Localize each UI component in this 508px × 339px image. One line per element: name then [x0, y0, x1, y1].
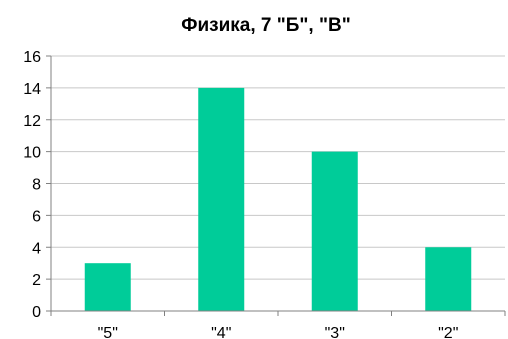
y-tick-label: 6: [32, 208, 41, 225]
x-axis-ticks: "5" "4" "3" "2": [50, 311, 506, 339]
y-tick-label: 10: [23, 145, 41, 162]
x-tick-label: "5": [98, 325, 118, 339]
x-tick-label: "2": [438, 325, 458, 339]
bar: [311, 151, 358, 311]
y-tick-label: 0: [32, 304, 41, 321]
y-tick-label: 12: [23, 113, 41, 130]
gridlines: [51, 55, 505, 280]
y-tick-label: 16: [23, 49, 41, 66]
chart-title: Физика, 7 "Б", "В": [181, 15, 350, 36]
y-tick-label: 4: [32, 240, 41, 257]
y-axis-ticks: 0 2 4 6 8 10 12 14 16: [23, 49, 51, 321]
y-tick-label: 14: [23, 81, 41, 98]
bar: [84, 263, 131, 311]
bar: [425, 247, 472, 311]
y-tick-label: 2: [32, 272, 41, 289]
bars: [84, 87, 472, 311]
x-tick-label: "4": [211, 325, 231, 339]
x-tick-label: "3": [325, 325, 345, 339]
y-tick-label: 8: [32, 177, 41, 194]
bar: [198, 87, 245, 311]
